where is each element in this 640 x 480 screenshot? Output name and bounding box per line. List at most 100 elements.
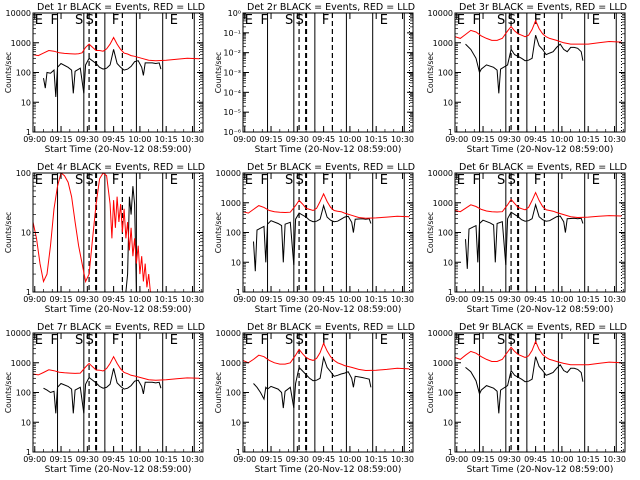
phase-marker: F bbox=[112, 333, 119, 348]
phase-marker: S bbox=[497, 173, 505, 188]
phase-marker: S bbox=[86, 173, 94, 188]
x-tick-label: 09:00 bbox=[445, 295, 468, 304]
series-lld-line bbox=[454, 191, 622, 219]
panel-title: Det 7r BLACK = Events, RED = LLD bbox=[37, 322, 205, 333]
y-tick-label: 1000 bbox=[433, 199, 453, 208]
panel-title: Det 2r BLACK = Events, RED = LLD bbox=[247, 2, 415, 13]
x-tick-label: 09:30 bbox=[286, 455, 309, 464]
x-tick-label: 09:45 bbox=[312, 455, 335, 464]
phase-marker: E bbox=[380, 333, 388, 348]
phase-marker: F bbox=[534, 173, 541, 188]
plot-frame bbox=[454, 172, 626, 293]
panel-title: Det 8r BLACK = Events, RED = LLD bbox=[247, 322, 415, 333]
phase-marker: E bbox=[35, 173, 43, 188]
y-axis-label: Counts/sec bbox=[4, 212, 13, 253]
y-axis-label: Counts/sec bbox=[214, 52, 223, 93]
y-tick-label: 1 bbox=[448, 448, 453, 457]
x-tick-label: 09:30 bbox=[498, 295, 521, 304]
phase-marker: S bbox=[285, 13, 293, 28]
phase-marker: F bbox=[322, 333, 329, 348]
series-events-line bbox=[125, 186, 137, 293]
x-tick-label: 09:45 bbox=[524, 135, 547, 144]
phase-marker: E bbox=[457, 13, 465, 28]
series-events-line bbox=[253, 203, 372, 272]
series-events-line bbox=[43, 49, 162, 98]
x-axis-label: Start Time (20-Nov-12 08:59:00) bbox=[467, 305, 614, 315]
y-tick-label: 10⁻⁶ bbox=[223, 128, 241, 137]
y-tick-label: 10 bbox=[21, 418, 31, 427]
x-axis-label: Start Time (20-Nov-12 08:59:00) bbox=[45, 145, 192, 155]
phase-marker: S bbox=[296, 173, 304, 188]
series-events-line bbox=[465, 356, 584, 414]
phase-marker: E bbox=[170, 333, 178, 348]
phase-marker: E bbox=[245, 333, 253, 348]
phase-marker: F bbox=[473, 333, 480, 348]
y-tick-label: 1000 bbox=[433, 359, 453, 368]
phase-marker: F bbox=[261, 173, 268, 188]
x-tick-label: 09:15 bbox=[50, 135, 73, 144]
x-tick-label: 09:15 bbox=[50, 455, 73, 464]
series-events-line bbox=[465, 35, 584, 94]
series-lld-line bbox=[32, 172, 151, 293]
x-axis-label: Start Time (20-Nov-12 08:59:00) bbox=[45, 305, 192, 315]
x-tick-label: 10:15 bbox=[577, 295, 600, 304]
phase-marker: E bbox=[457, 333, 465, 348]
y-tick-label: 10000 bbox=[216, 329, 241, 338]
phase-marker: S bbox=[285, 173, 293, 188]
phase-marker: E bbox=[170, 173, 178, 188]
phase-marker: E bbox=[592, 333, 600, 348]
x-axis-label: Start Time (20-Nov-12 08:59:00) bbox=[255, 465, 402, 475]
y-tick-label: 1 bbox=[236, 448, 241, 457]
y-tick-label: 1000 bbox=[11, 39, 31, 48]
y-tick-label: 1000 bbox=[221, 359, 241, 368]
x-tick-label: 10:30 bbox=[181, 135, 204, 144]
y-tick-label: 1 bbox=[26, 448, 31, 457]
plot-frame bbox=[32, 12, 204, 133]
panel-title: Det 5r BLACK = Events, RED = LLD bbox=[247, 162, 415, 173]
x-tick-label: 09:00 bbox=[233, 295, 256, 304]
panel-title: Det 3r BLACK = Events, RED = LLD bbox=[459, 2, 627, 13]
y-tick-label: 1 bbox=[448, 288, 453, 297]
y-axis-label: Counts/sec bbox=[426, 52, 435, 93]
phase-marker: E bbox=[245, 173, 253, 188]
phase-marker: S bbox=[75, 13, 83, 28]
phase-marker: F bbox=[473, 13, 480, 28]
phase-marker: S bbox=[497, 13, 505, 28]
x-tick-label: 09:00 bbox=[445, 135, 468, 144]
phase-marker: S bbox=[86, 13, 94, 28]
phase-marker: F bbox=[51, 333, 58, 348]
y-tick-label: 100 bbox=[226, 389, 241, 398]
x-tick-label: 09:00 bbox=[233, 135, 256, 144]
x-tick-label: 09:15 bbox=[260, 455, 283, 464]
plot-frame bbox=[32, 172, 204, 293]
y-tick-label: 1 bbox=[26, 288, 31, 297]
y-tick-label: 1 bbox=[26, 128, 31, 137]
x-tick-label: 10:00 bbox=[128, 455, 151, 464]
x-tick-label: 10:00 bbox=[338, 295, 361, 304]
series-lld-line bbox=[454, 19, 622, 45]
series-lld-line bbox=[32, 36, 200, 62]
phase-marker: S bbox=[296, 13, 304, 28]
y-tick-label: 10000 bbox=[428, 9, 453, 18]
x-axis-label: Start Time (20-Nov-12 08:59:00) bbox=[467, 465, 614, 475]
y-tick-label: 10 bbox=[443, 98, 453, 107]
phase-marker: S bbox=[508, 13, 516, 28]
x-tick-label: 10:30 bbox=[603, 295, 626, 304]
x-tick-label: 09:45 bbox=[524, 295, 547, 304]
phase-marker: S bbox=[75, 333, 83, 348]
series-events-line bbox=[253, 355, 372, 409]
y-tick-label: 1000 bbox=[433, 39, 453, 48]
x-tick-label: 10:30 bbox=[181, 455, 204, 464]
series-events-line bbox=[43, 368, 162, 414]
plot-frame bbox=[32, 332, 204, 453]
y-tick-label: 10 bbox=[443, 258, 453, 267]
x-tick-label: 09:45 bbox=[312, 295, 335, 304]
y-tick-label: 1 bbox=[448, 128, 453, 137]
phase-marker: S bbox=[86, 333, 94, 348]
x-axis-label: Start Time (20-Nov-12 08:59:00) bbox=[255, 305, 402, 315]
